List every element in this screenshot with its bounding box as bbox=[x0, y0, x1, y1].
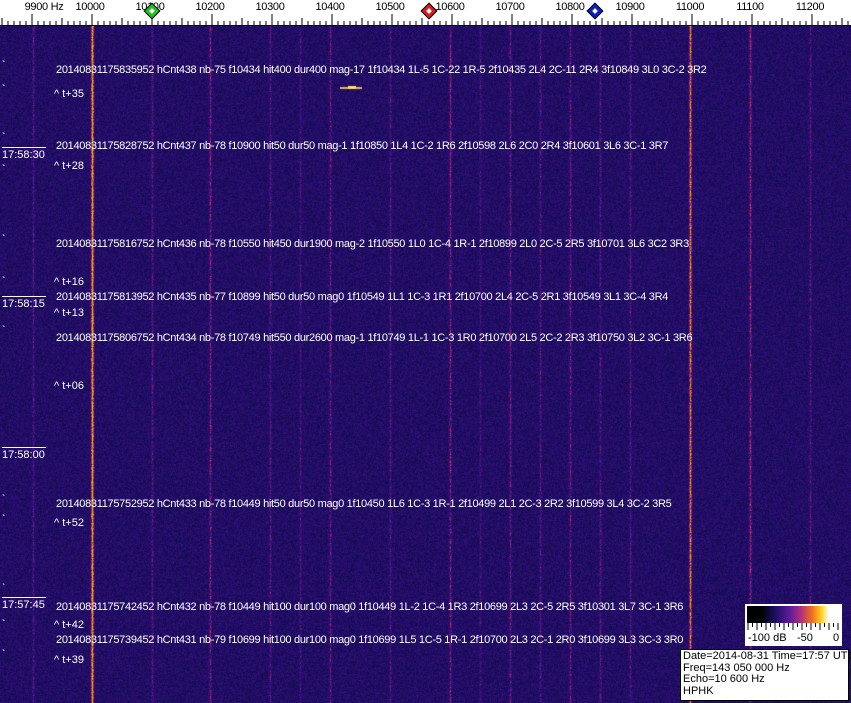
time-offset-tag: ^ t+52 bbox=[54, 517, 84, 529]
event-tick: ` bbox=[2, 649, 6, 660]
time-offset-tag: ^ t+42 bbox=[54, 619, 84, 631]
event-tick: ` bbox=[2, 514, 6, 525]
time-label: 17:57:45 bbox=[2, 597, 46, 611]
freq-label: 10500 bbox=[375, 1, 405, 13]
event-tick: ` bbox=[2, 234, 6, 245]
event-tick: ` bbox=[2, 132, 6, 143]
time-label: 17:58:15 bbox=[2, 296, 46, 310]
freq-label: 10000 bbox=[75, 1, 105, 13]
color-scale: -100 dB -50 0 bbox=[745, 604, 842, 646]
detection-line: 20140831175816752 hCnt436 nb-78 f10550 h… bbox=[56, 238, 689, 250]
freq-label: 10800 bbox=[555, 1, 585, 13]
detection-line: 20140831175806752 hCnt434 nb-78 f10749 h… bbox=[56, 332, 693, 344]
detection-line: 20140831175813952 hCnt435 nb-77 f10899 h… bbox=[56, 291, 669, 303]
scale-ticks bbox=[747, 623, 839, 630]
freq-label: 10900 bbox=[615, 1, 645, 13]
freq-label: 10200 bbox=[195, 1, 225, 13]
info-station: HPHK bbox=[683, 684, 714, 697]
time-offset-tag: ^ t+13 bbox=[54, 307, 84, 319]
scale-label-min: -100 dB bbox=[748, 632, 787, 644]
frequency-axis: 9900 Hz 10000101001020010300104001050010… bbox=[0, 0, 851, 26]
info-echo: Echo=10 600 Hz bbox=[683, 673, 765, 685]
event-tick: ` bbox=[2, 325, 6, 336]
axis-ticks bbox=[0, 14, 851, 26]
freq-label: 10700 bbox=[495, 1, 525, 13]
event-tick: ` bbox=[2, 60, 6, 71]
event-tick: ` bbox=[2, 619, 6, 630]
event-tick: ` bbox=[2, 276, 6, 287]
time-offset-tag: ^ t+06 bbox=[54, 380, 84, 392]
freq-label: 10400 bbox=[315, 1, 345, 13]
info-freq: Freq=143 050 000 Hz bbox=[683, 661, 790, 674]
event-tick: ` bbox=[2, 494, 6, 505]
detection-line: 20140831175835952 hCnt438 nb-75 f10434 h… bbox=[56, 64, 707, 76]
time-label: 17:58:30 bbox=[2, 147, 46, 161]
scale-label-max: 0 bbox=[833, 632, 840, 644]
freq-label: 11000 bbox=[675, 1, 705, 13]
time-offset-tag: ^ t+39 bbox=[54, 654, 84, 666]
axis-unit-label: 9900 Hz bbox=[24, 1, 64, 13]
freq-label: 10300 bbox=[255, 1, 285, 13]
info-box: Date=2014-08-31 Time=17:57 UTC Freq=143 … bbox=[680, 649, 851, 701]
scale-label-mid: -50 bbox=[797, 632, 813, 644]
freq-label: 10600 bbox=[435, 1, 465, 13]
detection-line: 20140831175739452 hCnt431 nb-79 f10699 h… bbox=[56, 634, 684, 646]
time-offset-tag: ^ t+35 bbox=[54, 88, 84, 100]
waterfall-spectrogram[interactable] bbox=[0, 26, 851, 703]
time-label: 17:58:00 bbox=[2, 447, 46, 461]
detection-line: 20140831175828752 hCnt437 nb-78 f10900 h… bbox=[56, 140, 669, 152]
freq-label: 11100 bbox=[736, 1, 764, 13]
event-tick: ` bbox=[2, 84, 6, 95]
event-tick: ` bbox=[2, 583, 6, 594]
detection-line: 20140831175752952 hCnt433 nb-78 f10449 h… bbox=[56, 498, 672, 510]
freq-label: 11200 bbox=[795, 1, 825, 13]
time-offset-tag: ^ t+28 bbox=[54, 160, 84, 172]
color-gradient bbox=[747, 606, 840, 623]
time-offset-tag: ^ t+16 bbox=[54, 276, 84, 288]
detection-line: 20140831175742452 hCnt432 nb-78 f10449 h… bbox=[56, 601, 684, 613]
event-tick: ` bbox=[2, 164, 6, 175]
info-date-time: Date=2014-08-31 Time=17:57 UTC bbox=[683, 650, 851, 662]
